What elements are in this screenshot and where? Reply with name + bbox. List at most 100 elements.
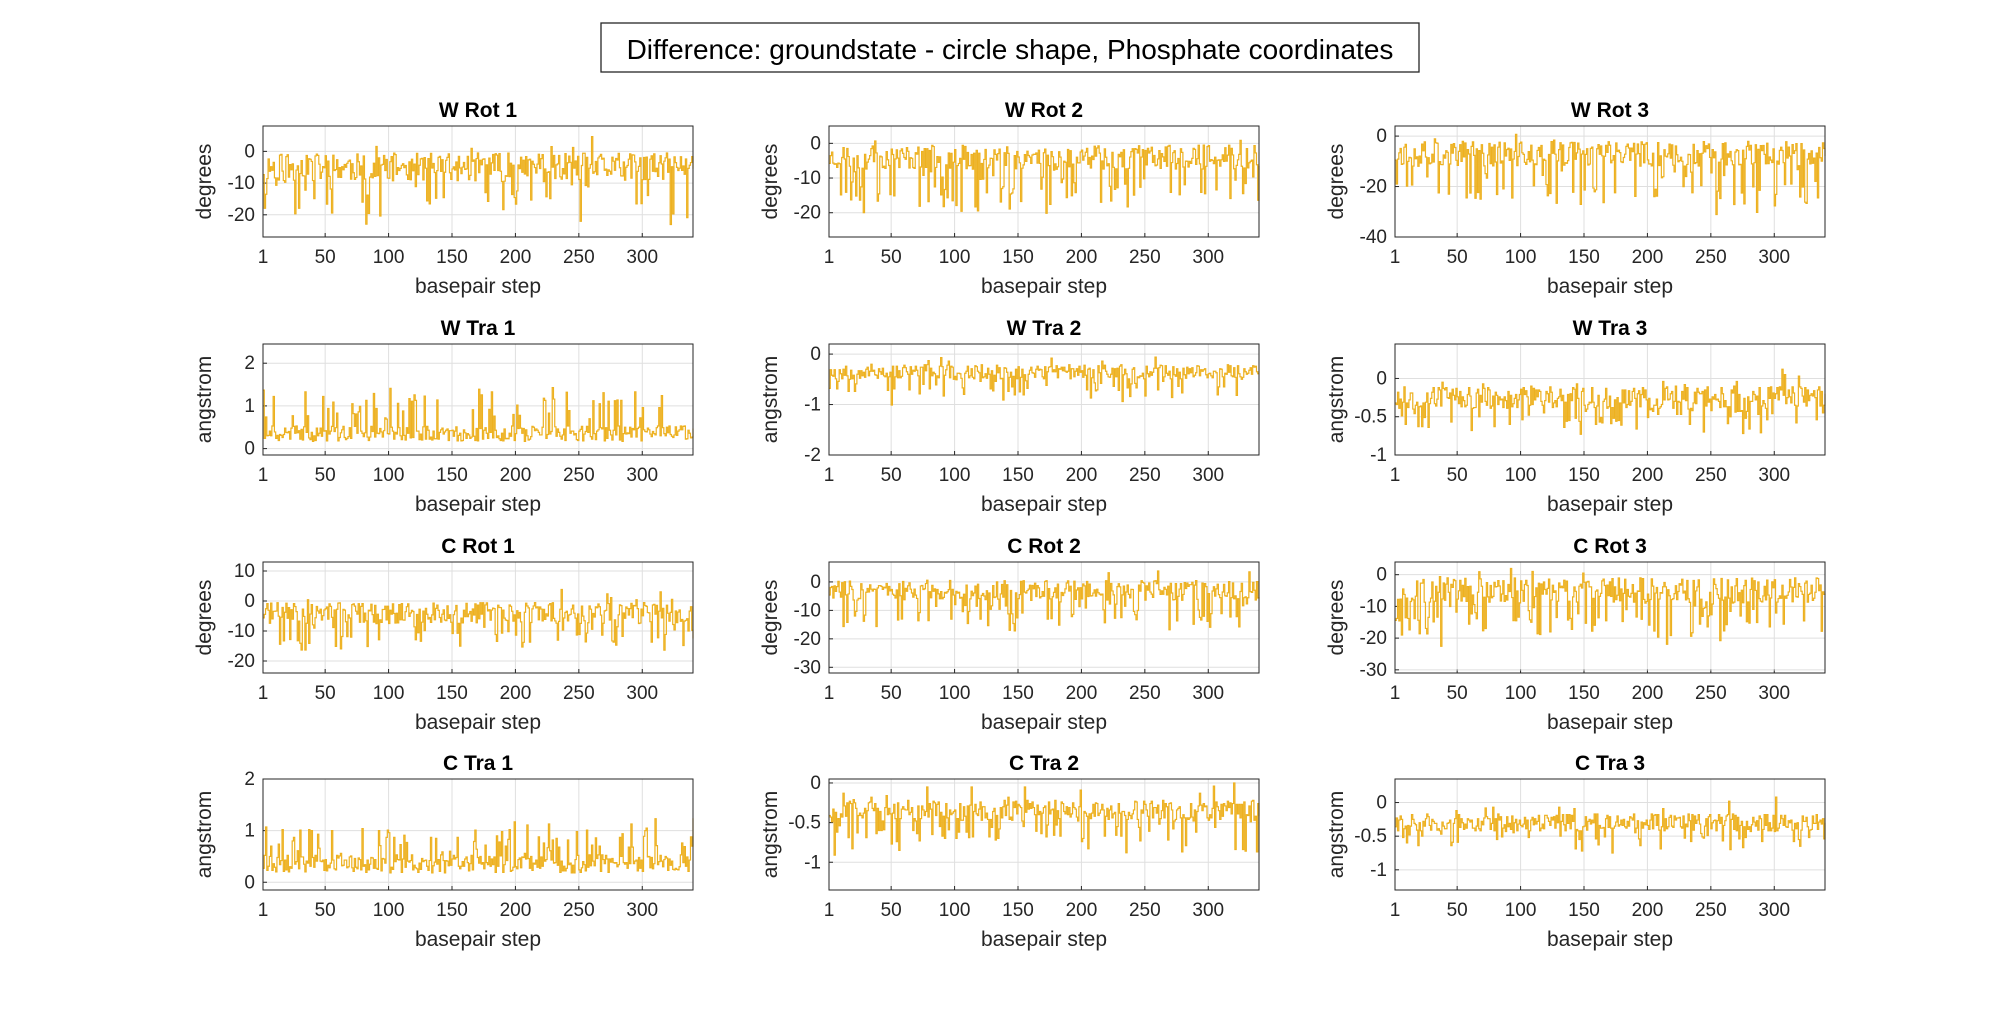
axes-border [828, 125, 1260, 238]
x-tick-label: 1 [258, 683, 269, 704]
x-tick-label: 1 [258, 465, 269, 486]
subplot-6: 1 50 100 150 200 250 300-1-0.50W Tra 3basepair… [1325, 317, 1826, 516]
x-tick-label: 250 [1695, 247, 1727, 268]
x-tick-label: 200 [500, 247, 532, 268]
x-tick-label: 200 [500, 900, 532, 921]
x-tick-label: 100 [1505, 900, 1537, 921]
y-tick-label: -20 [1360, 628, 1387, 649]
x-tick-label: 200 [1632, 683, 1664, 704]
axes-frame [1394, 561, 1826, 674]
x-axis-label: basepair step [415, 711, 541, 734]
subplot-title: W Tra 3 [1573, 317, 1648, 340]
y-tick-label: -10 [228, 621, 255, 642]
axes-frame [828, 125, 1260, 238]
x-tick-label: 50 [881, 247, 902, 268]
subplot-title: W Rot 2 [1005, 99, 1083, 122]
y-tick-label: -1 [804, 395, 821, 416]
y-tick-label: -20 [228, 205, 255, 226]
series-line [829, 139, 1260, 214]
x-tick-label: 200 [1066, 683, 1098, 704]
x-tick-label: 250 [563, 683, 595, 704]
x-axis-label: basepair step [981, 928, 1107, 951]
subplot-title: C Rot 2 [1007, 535, 1081, 558]
series-line [1395, 567, 1826, 647]
y-tick-label: -10 [228, 173, 255, 194]
x-tick-label: 150 [436, 247, 468, 268]
y-axis-label: degrees [759, 580, 782, 656]
x-tick-label: 250 [1129, 900, 1161, 921]
subplot-title: C Rot 3 [1573, 535, 1647, 558]
x-tick-label: 250 [1695, 683, 1727, 704]
y-axis-label: angstrom [759, 791, 782, 879]
x-tick-label: 50 [881, 900, 902, 921]
y-tick-label: 1 [244, 396, 255, 417]
x-tick-label: 200 [1632, 247, 1664, 268]
x-tick-label: 100 [373, 683, 405, 704]
x-tick-label: 200 [500, 465, 532, 486]
x-tick-label: 300 [626, 465, 658, 486]
axes-border [1394, 778, 1826, 891]
x-tick-label: 50 [1447, 683, 1468, 704]
series-line [829, 782, 1260, 856]
x-tick-label: 200 [1632, 465, 1664, 486]
x-tick-label: 300 [1192, 683, 1224, 704]
y-axis-label: degrees [759, 144, 782, 220]
y-axis-label: degrees [193, 144, 216, 220]
x-tick-label: 150 [1568, 247, 1600, 268]
x-tick-label: 200 [500, 683, 532, 704]
axes-frame [262, 125, 694, 238]
y-tick-label: 2 [244, 769, 255, 790]
y-axis-label: angstrom [1325, 791, 1348, 879]
x-tick-label: 50 [315, 465, 336, 486]
x-tick-label: 100 [1505, 465, 1537, 486]
axes-border [828, 343, 1260, 456]
suptitle-box [600, 22, 1420, 73]
x-tick-label: 1 [1390, 683, 1401, 704]
axes-border [828, 778, 1260, 891]
axes-frame [262, 778, 694, 891]
x-tick-label: 200 [1632, 900, 1664, 921]
y-tick-label: 0 [810, 344, 821, 365]
x-tick-label: 100 [373, 247, 405, 268]
x-tick-label: 1 [1390, 465, 1401, 486]
y-axis-label: angstrom [193, 356, 216, 444]
y-tick-label: -30 [1360, 660, 1387, 681]
y-tick-label: -30 [794, 657, 821, 678]
x-tick-label: 150 [436, 465, 468, 486]
x-tick-label: 250 [1695, 465, 1727, 486]
x-tick-label: 300 [626, 247, 658, 268]
y-tick-label: -20 [794, 203, 821, 224]
axes-border [262, 125, 694, 238]
x-tick-label: 250 [1129, 247, 1161, 268]
x-axis-label: basepair step [415, 928, 541, 951]
x-tick-label: 300 [1758, 465, 1790, 486]
y-tick-label: -10 [1360, 596, 1387, 617]
x-tick-label: 100 [939, 247, 971, 268]
x-tick-label: 250 [563, 247, 595, 268]
subplot-title: C Rot 1 [441, 535, 515, 558]
y-tick-label: 0 [1376, 126, 1387, 147]
axes-frame [262, 561, 694, 674]
y-tick-label: -0.5 [1354, 826, 1387, 847]
y-tick-label: -2 [804, 445, 821, 466]
x-tick-label: 50 [315, 900, 336, 921]
x-tick-label: 150 [1568, 683, 1600, 704]
x-axis-label: basepair step [415, 275, 541, 298]
x-tick-label: 150 [1002, 247, 1034, 268]
x-tick-label: 50 [881, 683, 902, 704]
y-tick-label: 10 [234, 561, 255, 582]
axes-frame [1394, 778, 1826, 891]
axes-border [1394, 343, 1826, 456]
y-tick-label: 0 [244, 141, 255, 162]
subplot-title: W Rot 3 [1571, 99, 1649, 122]
y-axis-label: degrees [1325, 144, 1348, 220]
y-tick-label: 0 [244, 439, 255, 460]
x-tick-label: 300 [1758, 900, 1790, 921]
x-tick-label: 150 [436, 900, 468, 921]
